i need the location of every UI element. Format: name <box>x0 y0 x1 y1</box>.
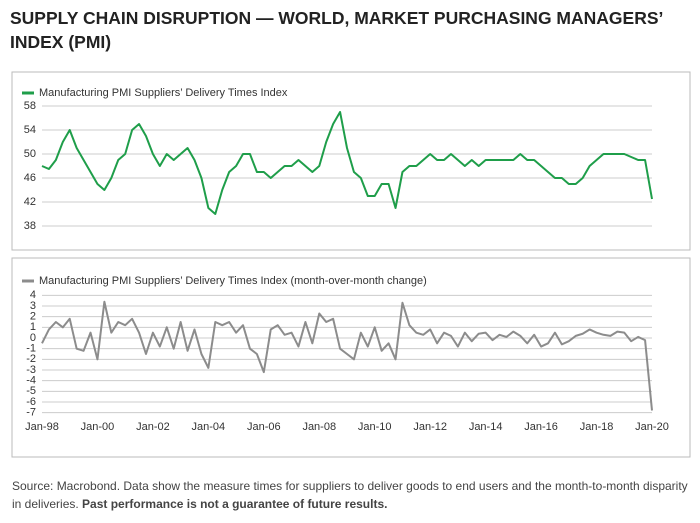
x-tick-label: Jan-00 <box>81 421 115 433</box>
legend-label: Manufacturing PMI Suppliers’ Delivery Ti… <box>39 275 427 287</box>
x-tick-label: Jan-98 <box>25 421 59 433</box>
y-tick-label: 0 <box>30 332 36 344</box>
panel-frame <box>11 71 691 251</box>
x-tick-label: Jan-04 <box>192 421 226 433</box>
chart-title: SUPPLY CHAIN DISRUPTION — WORLD, MARKET … <box>10 8 663 52</box>
x-tick-label: Jan-10 <box>358 421 392 433</box>
footer: Source: Macrobond. Data show the measure… <box>12 477 692 513</box>
x-tick-label: Jan-18 <box>580 421 614 433</box>
x-tick-label: Jan-14 <box>469 421 503 433</box>
y-tick-label: 2 <box>30 311 36 323</box>
y-tick-label: 38 <box>24 220 36 232</box>
y-tick-label: -7 <box>26 407 36 419</box>
x-tick-label: Jan-16 <box>524 421 558 433</box>
y-tick-label: 42 <box>24 196 36 208</box>
x-tick-label: Jan-20 <box>635 421 669 433</box>
y-tick-label: -6 <box>26 396 36 408</box>
x-tick-label: Jan-12 <box>413 421 447 433</box>
chart: SUPPLY CHAIN DISRUPTION — WORLD, MARKET … <box>10 8 691 458</box>
y-tick-label: 54 <box>24 124 36 136</box>
y-tick-label: -4 <box>26 375 36 387</box>
y-tick-label: -5 <box>26 385 36 397</box>
y-tick-label: 50 <box>24 148 36 160</box>
y-tick-label: 58 <box>24 100 36 112</box>
source-note: Source: Macrobond. Data show the measure… <box>12 479 688 511</box>
x-tick-label: Jan-06 <box>247 421 281 433</box>
legend-label: Manufacturing PMI Suppliers’ Delivery Ti… <box>39 87 288 99</box>
data-line <box>41 111 653 215</box>
y-tick-label: 1 <box>30 321 36 333</box>
y-tick-label: -1 <box>26 343 36 355</box>
y-tick-label: 4 <box>30 289 36 301</box>
x-tick-label: Jan-02 <box>136 421 170 433</box>
y-tick-label: 3 <box>30 300 36 312</box>
panel-frame <box>11 257 691 458</box>
x-tick-label: Jan-08 <box>302 421 336 433</box>
disclaimer: Past performance is not a guarantee of f… <box>82 497 388 511</box>
data-line <box>41 300 653 411</box>
y-tick-label: 46 <box>24 172 36 184</box>
title-box: SUPPLY CHAIN DISRUPTION — WORLD, MARKET … <box>10 8 663 52</box>
y-tick-label: -3 <box>26 364 36 376</box>
y-tick-label: -2 <box>26 353 36 365</box>
